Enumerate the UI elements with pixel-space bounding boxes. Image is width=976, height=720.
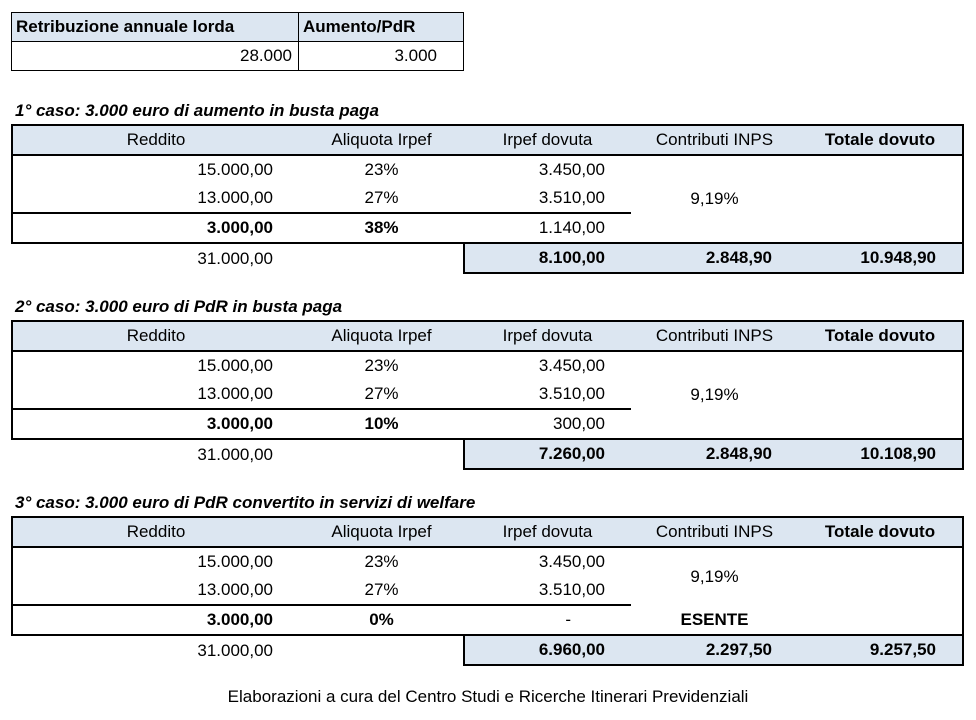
- inps-rate-cell: 9,19%: [690, 385, 739, 404]
- case-1-title: 1° caso: 3.000 euro di aumento in busta …: [15, 101, 379, 120]
- aliquota-cell: 0%: [299, 605, 464, 636]
- case-2-title: 2° caso: 3.000 euro di PdR in busta paga: [15, 297, 343, 316]
- totale-empty-cell: [798, 547, 964, 635]
- total-reddito: 31.000,00: [197, 248, 273, 268]
- aliquota-cell: 23%: [364, 552, 399, 571]
- aliquota-cell: 27%: [299, 576, 464, 606]
- aliquota-cell: 38%: [299, 213, 464, 244]
- aliquota-cell: 27%: [299, 380, 464, 410]
- total-reddito: 31.000,00: [197, 640, 273, 660]
- case-1-header-row: Reddito Aliquota Irpef Irpef dovuta Cont…: [11, 124, 964, 156]
- aliquota-cell: 10%: [299, 409, 464, 440]
- case-2-header-row: Reddito Aliquota Irpef Irpef dovuta Cont…: [11, 320, 964, 352]
- reddito-cell: 13.000,00: [11, 576, 299, 606]
- header-reddito: Reddito: [11, 124, 299, 156]
- header-inps: Contributi INPS: [631, 320, 798, 352]
- reddito-cell: 13.000,00: [11, 380, 299, 410]
- salary-summary-table: Retribuzione annuale lorda Aumento/PdR 2…: [11, 12, 464, 71]
- annual-salary-header: Retribuzione annuale lorda: [11, 12, 299, 42]
- table-row: 15.000,00 23% 3.450,00 9,19%: [11, 547, 964, 635]
- empty-cell: [299, 439, 464, 469]
- case-3-header-row: Reddito Aliquota Irpef Irpef dovuta Cont…: [11, 516, 964, 548]
- case-3-table: Reddito Aliquota Irpef Irpef dovuta Cont…: [11, 516, 964, 666]
- empty-cell: [299, 635, 464, 665]
- inps-exempt-cell: ESENTE: [631, 605, 798, 636]
- reddito-cell: 3.000,00: [11, 605, 299, 636]
- header-irpef: Irpef dovuta: [464, 124, 631, 156]
- source-footer: Elaborazioni a cura del Centro Studi e R…: [227, 687, 749, 706]
- table-row: 3.000,00 10% 300,00: [11, 409, 963, 440]
- irpef-cell: 3.510,00: [464, 576, 631, 606]
- totale-empty-cell: [798, 351, 964, 439]
- irpef-cell: 300,00: [464, 409, 631, 440]
- total-inps: 2.297,50: [631, 634, 798, 666]
- annual-salary-value: 28.000: [11, 41, 299, 71]
- reddito-cell: 15.000,00: [11, 351, 299, 380]
- header-aliquota: Aliquota Irpef: [299, 516, 464, 548]
- inps-rate-cell: 9,19%: [690, 566, 739, 586]
- table-row: 13.000,00 27% 3.510,00: [11, 576, 963, 606]
- irpef-cell: 1.140,00: [464, 213, 631, 244]
- irpef-cell: 3.450,00: [538, 356, 605, 375]
- header-totale: Totale dovuto: [798, 516, 964, 548]
- reddito-cell: 13.000,00: [11, 184, 299, 214]
- header-inps: Contributi INPS: [631, 516, 798, 548]
- aliquota-cell: 27%: [299, 184, 464, 214]
- aliquota-cell: 23%: [364, 356, 399, 375]
- totals-row: 31.000,00 6.960,00 2.297,50 9.257,50: [12, 634, 964, 666]
- reddito-cell: 15.000,00: [11, 155, 299, 184]
- case-3-title: 3° caso: 3.000 euro di PdR convertito in…: [15, 493, 476, 512]
- table-row: 3.000,00 0% - ESENTE: [11, 605, 963, 636]
- irpef-cell: 3.510,00: [464, 380, 631, 410]
- table-row: 13.000,00 27% 3.510,00: [11, 380, 963, 410]
- table-row: 13.000,00 27% 3.510,00: [11, 184, 963, 214]
- total-reddito: 31.000,00: [197, 444, 273, 464]
- irpef-cell: 3.450,00: [538, 160, 605, 179]
- inps-rate-cell: 9,19%: [690, 189, 739, 208]
- case-1-table: Reddito Aliquota Irpef Irpef dovuta Cont…: [11, 124, 964, 274]
- increase-value: 3.000: [298, 41, 464, 71]
- empty-cell: [299, 243, 464, 273]
- irpef-cell: 3.510,00: [464, 184, 631, 214]
- header-irpef: Irpef dovuta: [464, 320, 631, 352]
- header-totale: Totale dovuto: [798, 124, 964, 156]
- irpef-cell: 3.450,00: [538, 552, 605, 571]
- table-row: 15.000,00 23% 3.450,00 9,19%: [11, 155, 964, 243]
- reddito-cell: 3.000,00: [11, 213, 299, 244]
- header-totale: Totale dovuto: [798, 320, 964, 352]
- total-dovuto: 10.108,90: [798, 438, 964, 470]
- table-row: 3.000,00 38% 1.140,00: [11, 213, 963, 244]
- total-irpef: 7.260,00: [463, 438, 631, 470]
- totals-row: 31.000,00 7.260,00 2.848,90 10.108,90: [12, 438, 964, 470]
- aliquota-cell: 23%: [364, 160, 399, 179]
- increase-header: Aumento/PdR: [298, 12, 464, 42]
- reddito-cell: 15.000,00: [11, 547, 299, 576]
- total-inps: 2.848,90: [631, 242, 798, 274]
- totals-row: 31.000,00 8.100,00 2.848,90 10.948,90: [12, 242, 964, 274]
- total-dovuto: 10.948,90: [798, 242, 964, 274]
- irpef-cell: -: [464, 605, 631, 636]
- total-dovuto: 9.257,50: [798, 634, 964, 666]
- total-irpef: 8.100,00: [463, 242, 631, 274]
- case-2-table: Reddito Aliquota Irpef Irpef dovuta Cont…: [11, 320, 964, 470]
- header-aliquota: Aliquota Irpef: [299, 124, 464, 156]
- header-reddito: Reddito: [11, 516, 299, 548]
- reddito-cell: 3.000,00: [11, 409, 299, 440]
- total-irpef: 6.960,00: [463, 634, 631, 666]
- header-reddito: Reddito: [11, 320, 299, 352]
- header-aliquota: Aliquota Irpef: [299, 320, 464, 352]
- header-irpef: Irpef dovuta: [464, 516, 631, 548]
- total-inps: 2.848,90: [631, 438, 798, 470]
- totale-empty-cell: [798, 155, 964, 243]
- table-row: 15.000,00 23% 3.450,00 9,19%: [11, 351, 964, 439]
- header-inps: Contributi INPS: [631, 124, 798, 156]
